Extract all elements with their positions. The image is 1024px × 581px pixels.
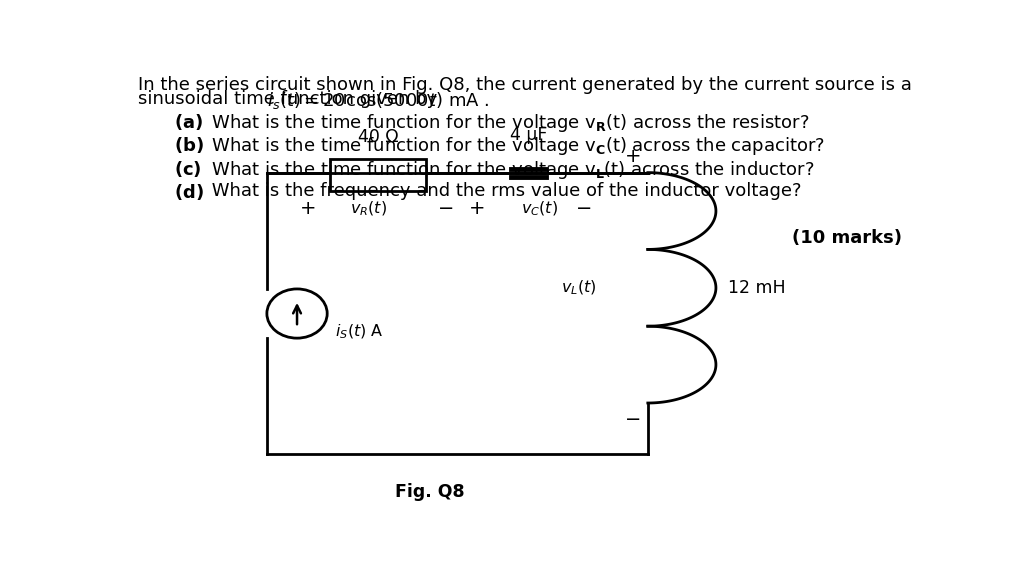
Text: $\mathbf{(d)}$: $\mathbf{(d)}$ <box>174 182 204 202</box>
Text: −: − <box>577 199 593 218</box>
Bar <box>331 159 426 191</box>
Text: $\mathbf{(c)}$: $\mathbf{(c)}$ <box>174 159 202 179</box>
Text: +: + <box>469 199 485 218</box>
Text: sinusoidal time function given by: sinusoidal time function given by <box>137 90 454 108</box>
Text: $v_C(t)$: $v_C(t)$ <box>521 199 558 218</box>
Text: Fig. Q8: Fig. Q8 <box>395 483 464 501</box>
Text: $i_s(t)=20\cos(5000t)$ mA .: $i_s(t)=20\cos(5000t)$ mA . <box>267 90 489 111</box>
Text: In the series circuit shown in Fig. Q8, the current generated by the current sou: In the series circuit shown in Fig. Q8, … <box>137 77 911 95</box>
Text: 12 mH: 12 mH <box>728 279 785 297</box>
Text: −: − <box>626 410 642 429</box>
Text: $v_L(t)$: $v_L(t)$ <box>561 279 596 297</box>
Text: $\mathbf{(b)}$: $\mathbf{(b)}$ <box>174 135 204 156</box>
Text: $i_S(t)$ A: $i_S(t)$ A <box>335 322 384 340</box>
Text: What is the time function for the voltage v$_{\mathbf{R}}$(t) across the resisto: What is the time function for the voltag… <box>206 112 809 134</box>
Text: +: + <box>626 147 642 166</box>
Text: What is the time function for the voltage v$_{\mathbf{L}}$(t) across the inducto: What is the time function for the voltag… <box>206 159 814 181</box>
Text: −: − <box>437 199 454 218</box>
Text: (10 marks): (10 marks) <box>792 228 902 246</box>
Text: $v_R(t)$: $v_R(t)$ <box>350 199 387 218</box>
Text: What is the time function for the voltage v$_{\mathbf{C}}$(t) across the capacit: What is the time function for the voltag… <box>206 135 824 157</box>
Text: What is the frequency and the rms value of the inductor voltage?: What is the frequency and the rms value … <box>206 182 801 200</box>
Text: $\mathbf{(a)}$: $\mathbf{(a)}$ <box>174 112 203 132</box>
Ellipse shape <box>267 289 328 338</box>
Text: 4 μF: 4 μF <box>510 125 548 144</box>
Text: 40 Ω: 40 Ω <box>357 128 398 146</box>
Text: +: + <box>300 199 316 218</box>
